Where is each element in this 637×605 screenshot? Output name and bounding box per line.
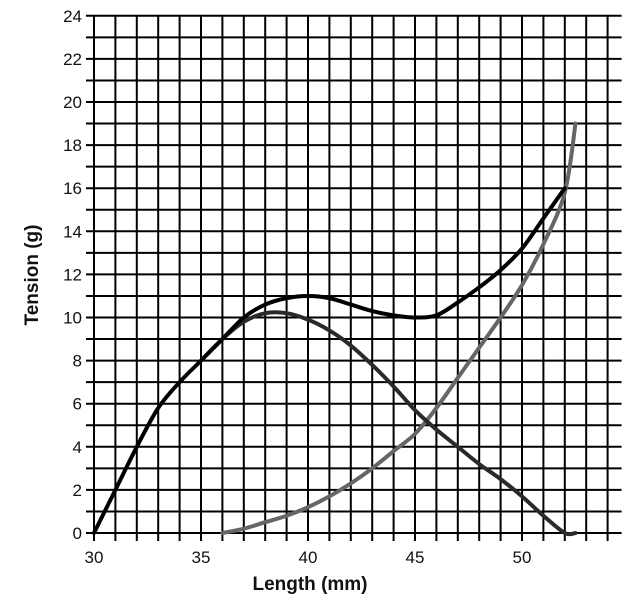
y-tick-label: 6	[73, 395, 82, 414]
x-tick-label: 35	[192, 548, 211, 567]
x-tick-label: 45	[406, 548, 425, 567]
y-tick-label: 2	[73, 481, 82, 500]
y-axis-title: Tension (g)	[22, 225, 43, 326]
y-tick-label: 20	[63, 93, 82, 112]
y-tick-label: 10	[63, 309, 82, 328]
series-total-line	[92, 186, 567, 535]
x-tick-label: 40	[299, 548, 318, 567]
data-series	[92, 121, 578, 537]
x-axis-ticks: 30 35 40 45 50	[85, 548, 532, 567]
y-tick-label: 22	[63, 50, 82, 69]
x-axis-title: Length (mm)	[252, 574, 367, 595]
series-passive-line	[220, 121, 578, 535]
y-tick-label: 18	[63, 136, 82, 155]
series-active-line	[199, 310, 578, 537]
y-tick-label: 14	[63, 222, 82, 241]
y-tick-label: 12	[63, 265, 82, 284]
x-tick-label: 30	[85, 548, 104, 567]
x-tick-label: 50	[513, 548, 532, 567]
y-tick-label: 16	[63, 179, 82, 198]
grid	[86, 14, 622, 541]
y-tick-label: 4	[73, 438, 82, 457]
y-tick-label: 8	[73, 352, 82, 371]
y-tick-label: 24	[63, 7, 82, 26]
y-tick-label: 0	[73, 524, 82, 543]
